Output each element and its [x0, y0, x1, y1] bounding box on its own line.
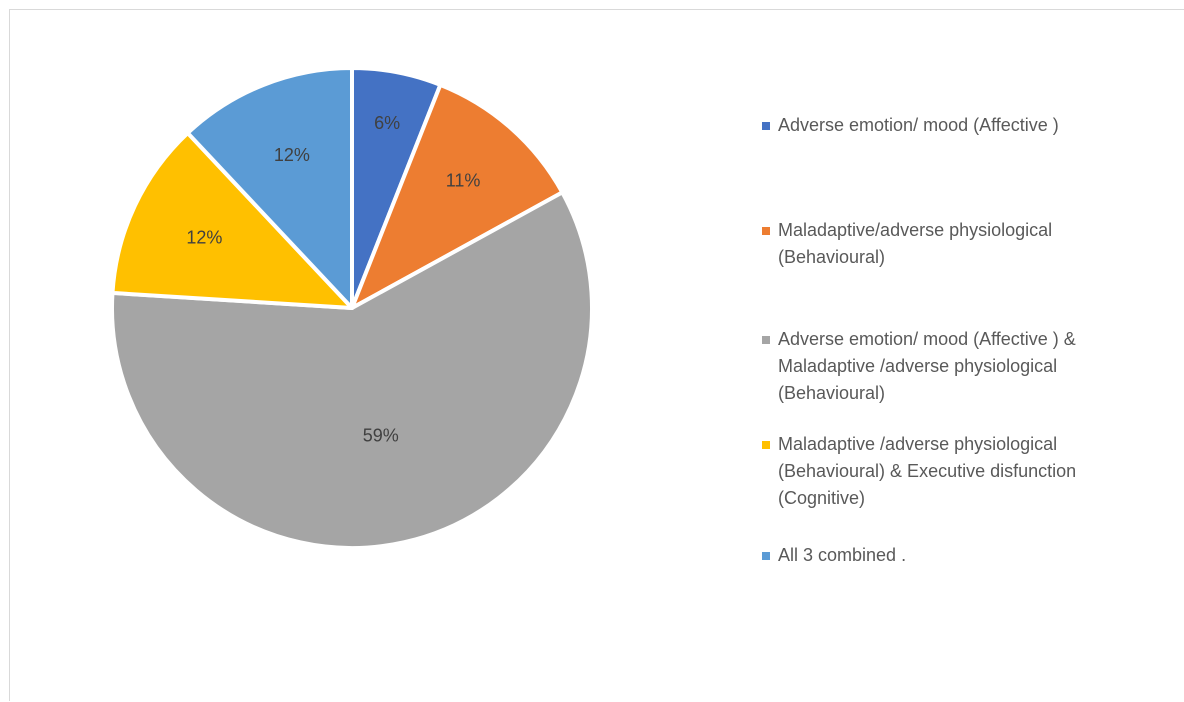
- legend-label: Adverse emotion/ mood (Affective ): [778, 112, 1158, 139]
- pie-chart: 6% 11% 59% 12% 12%: [110, 66, 594, 550]
- legend-label-line: Maladaptive /adverse physiological: [778, 356, 1058, 376]
- legend-label-line: Adverse emotion/ mood (Affective ): [778, 115, 1059, 135]
- slice-data-label-4: 12%: [186, 227, 222, 247]
- legend-label-line: (Cognitive): [778, 488, 866, 508]
- legend-label-line: Maladaptive/adverse physiological: [778, 220, 1053, 240]
- legend-swatch: [762, 441, 770, 449]
- legend-swatch: [762, 227, 770, 235]
- legend-label: Maladaptive /adverse physiological (Behav…: [778, 431, 1158, 512]
- slice-data-label-5: 12%: [274, 145, 310, 165]
- legend-label: Maladaptive/adverse physiological (Behavi…: [778, 217, 1158, 271]
- legend-label-line: (Behavioural): [778, 247, 886, 267]
- legend-label: Adverse emotion/ mood (Affective ) & Mala…: [778, 326, 1158, 407]
- pie-slice-2: [350, 82, 565, 310]
- legend-label-line: (Behavioural): [778, 383, 886, 403]
- legend-swatch: [762, 122, 770, 130]
- pie-slice-4: [110, 131, 354, 310]
- legend-swatch: [762, 552, 770, 560]
- legend-label-line: Adverse emotion/ mood (Affective ) &: [778, 329, 1076, 349]
- legend-swatch: [762, 336, 770, 344]
- legend-label-line: Maladaptive /adverse physiological: [778, 434, 1058, 454]
- legend-label-line: (Behavioural) & Executive disfunction: [778, 461, 1077, 481]
- pie-slice-3: [110, 190, 594, 550]
- legend-label: All 3 combined .: [778, 542, 1158, 569]
- slice-data-label-3: 59%: [363, 426, 399, 446]
- chart-area: 6% 11% 59% 12% 12% Adverse emotion/ mood (Af…: [9, 9, 1184, 701]
- legend-label-line: All 3 combined .: [778, 545, 907, 565]
- slice-data-label-2: 11%: [446, 171, 481, 191]
- slice-data-label-1: 6%: [374, 113, 400, 133]
- pie-slice-5: [185, 66, 354, 310]
